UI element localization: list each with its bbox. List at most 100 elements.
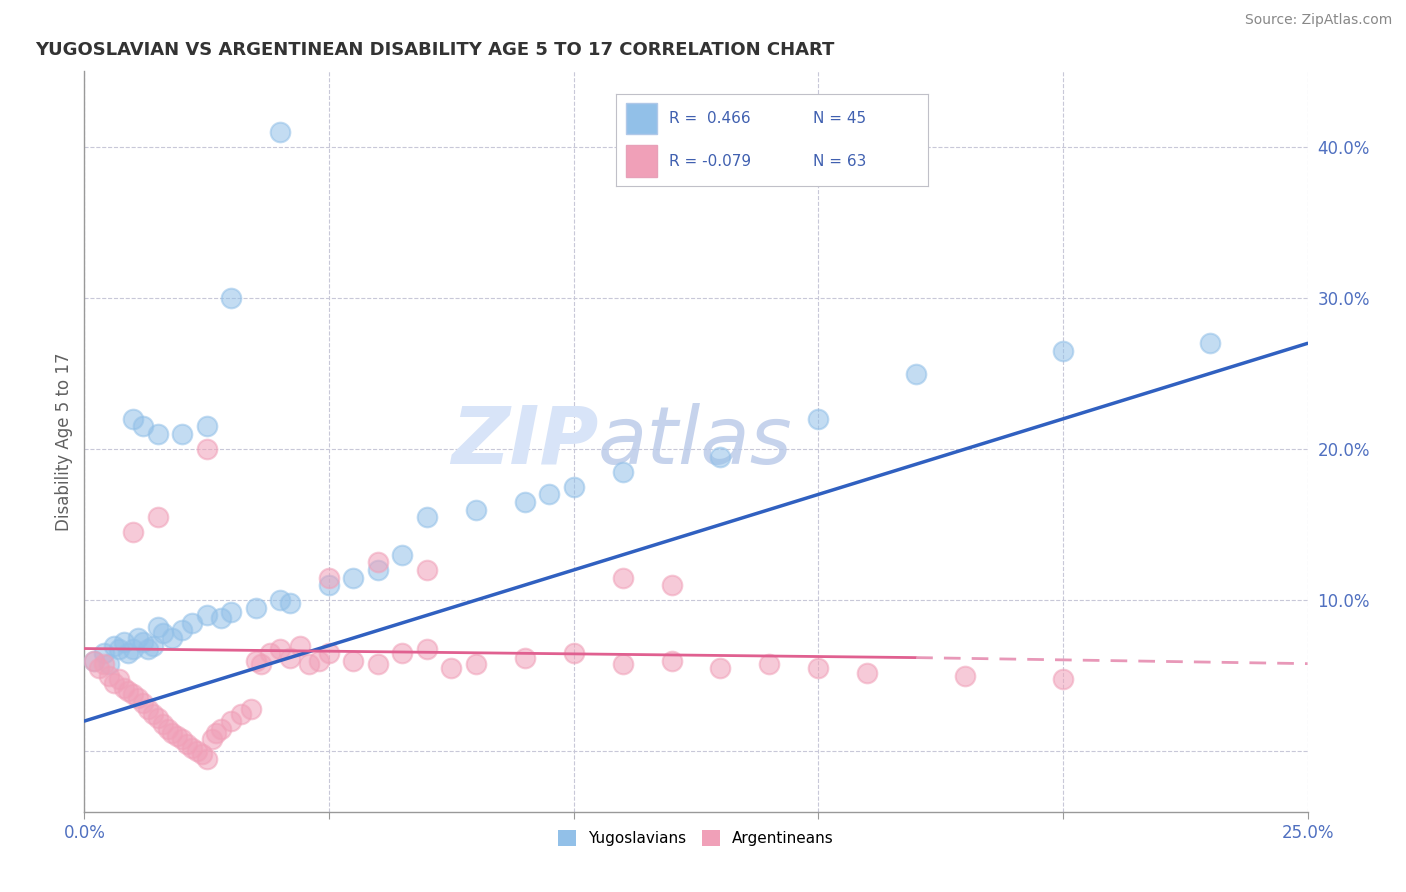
Text: Source: ZipAtlas.com: Source: ZipAtlas.com: [1244, 13, 1392, 28]
Point: [97, 657, 120, 671]
Point: [103, 676, 125, 690]
Point: [245, 654, 267, 668]
Point: [278, 596, 301, 610]
Point: [1052, 343, 1074, 358]
Point: [127, 631, 149, 645]
Point: [191, 747, 214, 762]
Point: [146, 427, 169, 442]
Point: [807, 661, 830, 675]
Point: [152, 717, 174, 731]
Point: [152, 626, 174, 640]
Point: [288, 639, 311, 653]
Point: [83, 654, 105, 668]
Point: [146, 620, 169, 634]
Point: [195, 419, 218, 434]
Point: [127, 691, 149, 706]
Point: [905, 367, 928, 381]
Point: [318, 646, 340, 660]
Point: [318, 578, 340, 592]
Point: [709, 450, 731, 464]
Point: [245, 600, 267, 615]
Point: [612, 465, 634, 479]
Point: [162, 726, 184, 740]
Point: [758, 657, 780, 671]
Point: [464, 502, 486, 516]
Point: [172, 624, 194, 638]
Point: [416, 510, 439, 524]
Point: [269, 593, 291, 607]
Point: [219, 605, 242, 619]
Point: [416, 641, 439, 656]
Point: [209, 611, 232, 625]
Point: [162, 631, 184, 645]
Point: [142, 706, 165, 721]
Point: [195, 442, 218, 456]
Point: [93, 657, 115, 671]
Point: [176, 737, 198, 751]
Text: YUGOSLAVIAN VS ARGENTINEAN DISABILITY AGE 5 TO 17 CORRELATION CHART: YUGOSLAVIAN VS ARGENTINEAN DISABILITY AG…: [35, 41, 835, 59]
Point: [229, 706, 252, 721]
Point: [391, 646, 413, 660]
Text: atlas: atlas: [598, 402, 793, 481]
Point: [181, 615, 204, 630]
Point: [342, 654, 364, 668]
Point: [342, 570, 364, 584]
Point: [709, 661, 731, 675]
Point: [112, 635, 135, 649]
Point: [146, 510, 169, 524]
Point: [172, 732, 194, 747]
Point: [562, 480, 585, 494]
Point: [136, 641, 159, 656]
Point: [612, 657, 634, 671]
Point: [464, 657, 486, 671]
Point: [195, 608, 218, 623]
Point: [807, 412, 830, 426]
Point: [112, 681, 135, 695]
Point: [416, 563, 439, 577]
Point: [661, 578, 683, 592]
Point: [239, 702, 262, 716]
Point: [136, 702, 159, 716]
Point: [132, 419, 155, 434]
Point: [205, 726, 228, 740]
Point: [209, 722, 232, 736]
Point: [1052, 672, 1074, 686]
Point: [122, 412, 145, 426]
Point: [219, 714, 242, 728]
Point: [107, 672, 129, 686]
Point: [856, 665, 879, 680]
Point: [87, 661, 110, 675]
Point: [181, 741, 204, 756]
Point: [661, 654, 683, 668]
Point: [93, 646, 115, 660]
Point: [219, 291, 242, 305]
Point: [195, 752, 218, 766]
Point: [249, 657, 271, 671]
Point: [513, 650, 536, 665]
Point: [122, 687, 145, 701]
Legend: Yugoslavians, Argentineans: Yugoslavians, Argentineans: [551, 824, 841, 852]
Point: [1198, 336, 1220, 351]
Point: [186, 744, 208, 758]
Point: [269, 125, 291, 139]
Point: [612, 570, 634, 584]
Point: [259, 646, 281, 660]
Point: [367, 556, 389, 570]
Point: [146, 711, 169, 725]
Point: [83, 654, 105, 668]
Point: [200, 732, 222, 747]
Point: [117, 646, 139, 660]
Point: [513, 495, 536, 509]
Point: [298, 657, 321, 671]
Point: [156, 722, 179, 736]
Text: ZIP: ZIP: [451, 402, 598, 481]
Point: [172, 427, 194, 442]
Point: [166, 729, 188, 743]
Point: [132, 635, 155, 649]
Point: [278, 650, 301, 665]
Point: [562, 646, 585, 660]
Point: [367, 657, 389, 671]
Point: [132, 696, 155, 710]
Point: [953, 669, 976, 683]
Point: [318, 570, 340, 584]
